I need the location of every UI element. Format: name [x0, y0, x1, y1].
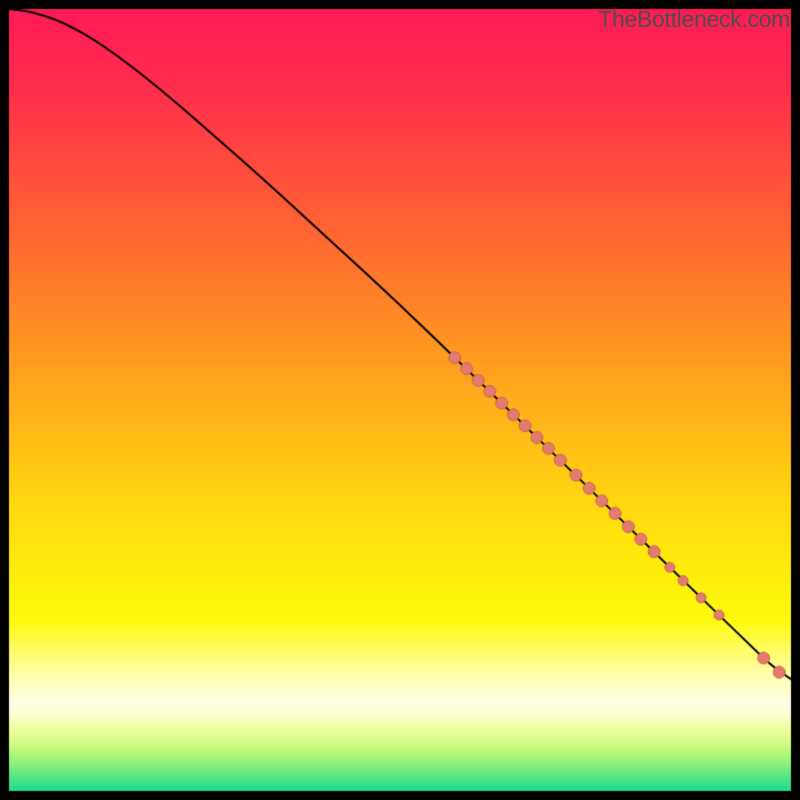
- chart-root: TheBottleneck.com: [0, 0, 800, 800]
- watermark-text: TheBottleneck.com: [598, 6, 790, 33]
- heatmap-curve-canvas: [0, 0, 800, 800]
